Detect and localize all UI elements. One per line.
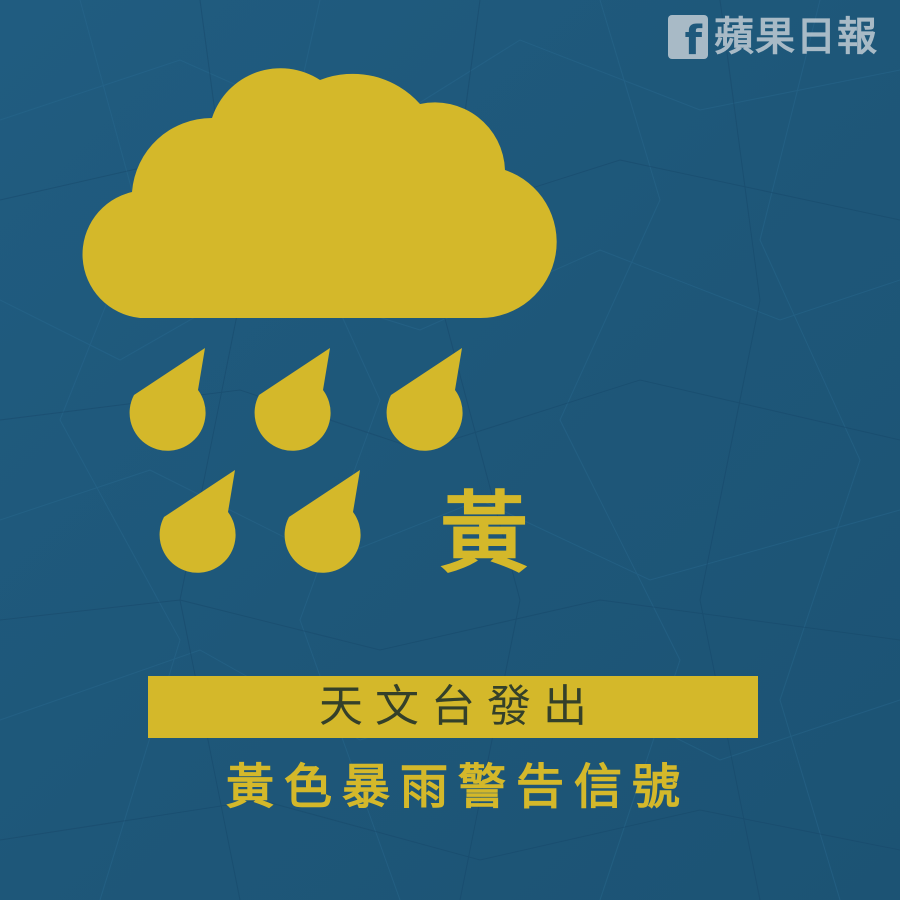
- rain-drop: [159, 470, 236, 573]
- headline-line1: 天文台發出: [319, 681, 599, 732]
- rain-drop: [284, 470, 361, 573]
- facebook-glyph: f: [684, 18, 702, 64]
- cloud-shape: [82, 68, 557, 319]
- rain-drop: [254, 348, 331, 451]
- signal-colour-label: 黃: [439, 482, 528, 585]
- rain-drop: [129, 348, 206, 451]
- facebook-icon: f: [668, 15, 708, 64]
- rain-cloud-icon: [82, 68, 557, 573]
- brand-name: 蘋果日報: [714, 14, 878, 60]
- brand-logo: f 蘋果日報: [668, 12, 878, 62]
- headline-line2: 黃色暴雨警告信號: [225, 759, 690, 815]
- headline-band: 天文台發出: [148, 676, 758, 738]
- rain-drop: [386, 348, 463, 451]
